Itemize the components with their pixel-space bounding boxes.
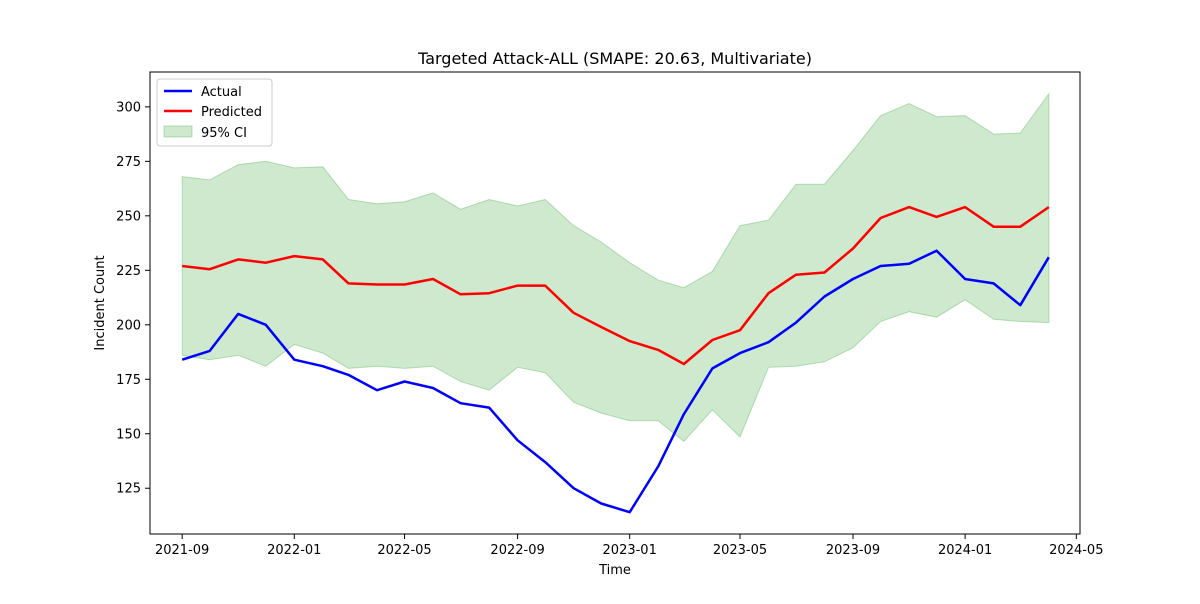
y-tick-label: 125 [116,482,141,497]
x-tick-label: 2024-01 [938,543,992,558]
x-tick-label: 2021-09 [155,543,209,558]
confidence-band-layer [181,92,1050,443]
x-axis-label: Time [598,563,631,578]
legend-ci-label: 95% CI [201,126,247,141]
legend-actual-label: Actual [201,85,242,100]
y-tick-label: 275 [116,155,141,170]
x-tick-label: 2022-01 [267,543,321,558]
x-tick-label: 2023-05 [713,543,767,558]
series-line-actual [181,249,1050,514]
legend-box [156,78,273,147]
x-tick-label: 2023-01 [603,543,657,558]
y-axis-label: Incident Count [93,255,108,350]
x-tick-label: 2022-05 [377,543,431,558]
x-tick-label: 2022-09 [490,543,544,558]
plot-frame [149,71,1081,535]
ci-band [181,92,1050,443]
legend-predicted-label: Predicted [201,105,262,120]
legend-ci-swatch [163,125,193,138]
x-tick-label: 2024-05 [1049,543,1103,558]
y-tick-label: 300 [116,100,141,115]
series-line-predicted [182,205,1050,366]
legend: Actual Predicted 95% CI [156,78,273,147]
series-lines-layer [181,205,1050,514]
y-tick-label: 225 [116,264,141,279]
chart-title: Targeted Attack-ALL (SMAPE: 20.63, Multi… [417,49,812,68]
y-tick-label: 150 [116,427,141,442]
x-axis: 2021-09 2022-01 2022-05 2022-09 2023-01 2023-… [155,534,1103,558]
y-tick-label: 250 [116,209,141,224]
y-tick-label: 200 [116,318,141,333]
y-tick-label: 175 [116,373,141,388]
y-axis: 125 150 175 200 225 250 275 300 [116,100,150,497]
x-tick-label: 2023-09 [826,543,880,558]
